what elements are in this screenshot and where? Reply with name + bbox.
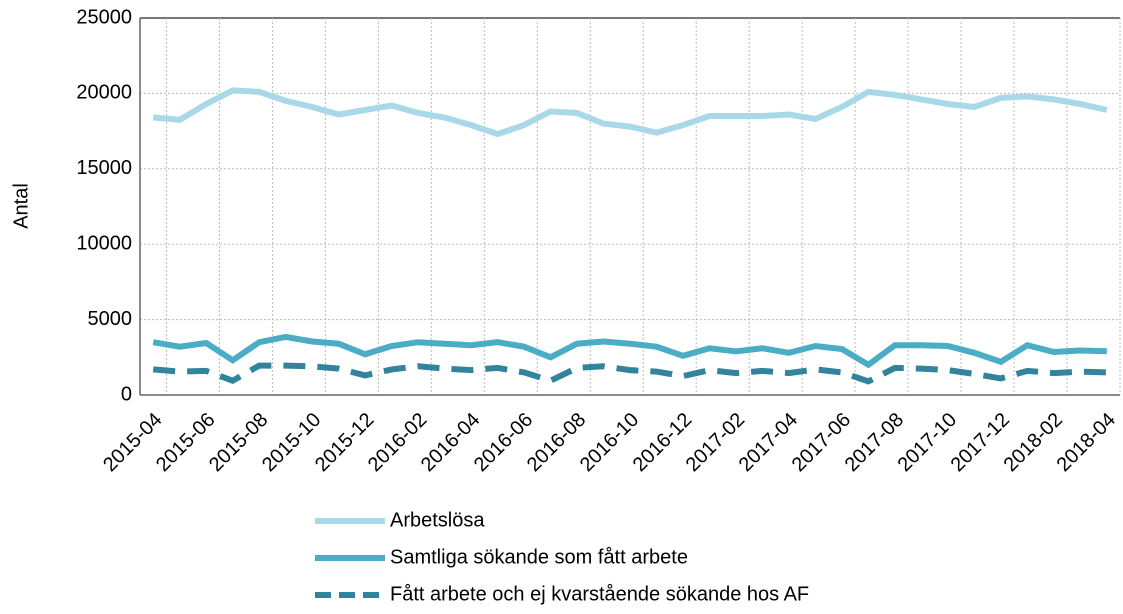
y-tick-label: 20000: [76, 82, 132, 104]
legend-label: Fått arbete och ej kvarstående sökande h…: [390, 583, 809, 605]
y-tick-label: 15000: [76, 157, 132, 179]
series-line: [152, 362, 1107, 385]
y-tick-label: 5000: [88, 308, 133, 330]
series-line: [152, 87, 1108, 138]
legend-label: Samtliga sökande som fått arbete: [390, 546, 688, 568]
y-tick-label: 25000: [76, 6, 132, 28]
y-tick-label: 0: [121, 383, 132, 405]
y-axis-label: Antal: [10, 183, 32, 229]
legend-label: Arbetslösa: [390, 509, 485, 531]
series-line: [152, 333, 1107, 369]
y-tick-label: 10000: [76, 232, 132, 254]
x-tick-label: 2018-04: [1053, 409, 1120, 476]
